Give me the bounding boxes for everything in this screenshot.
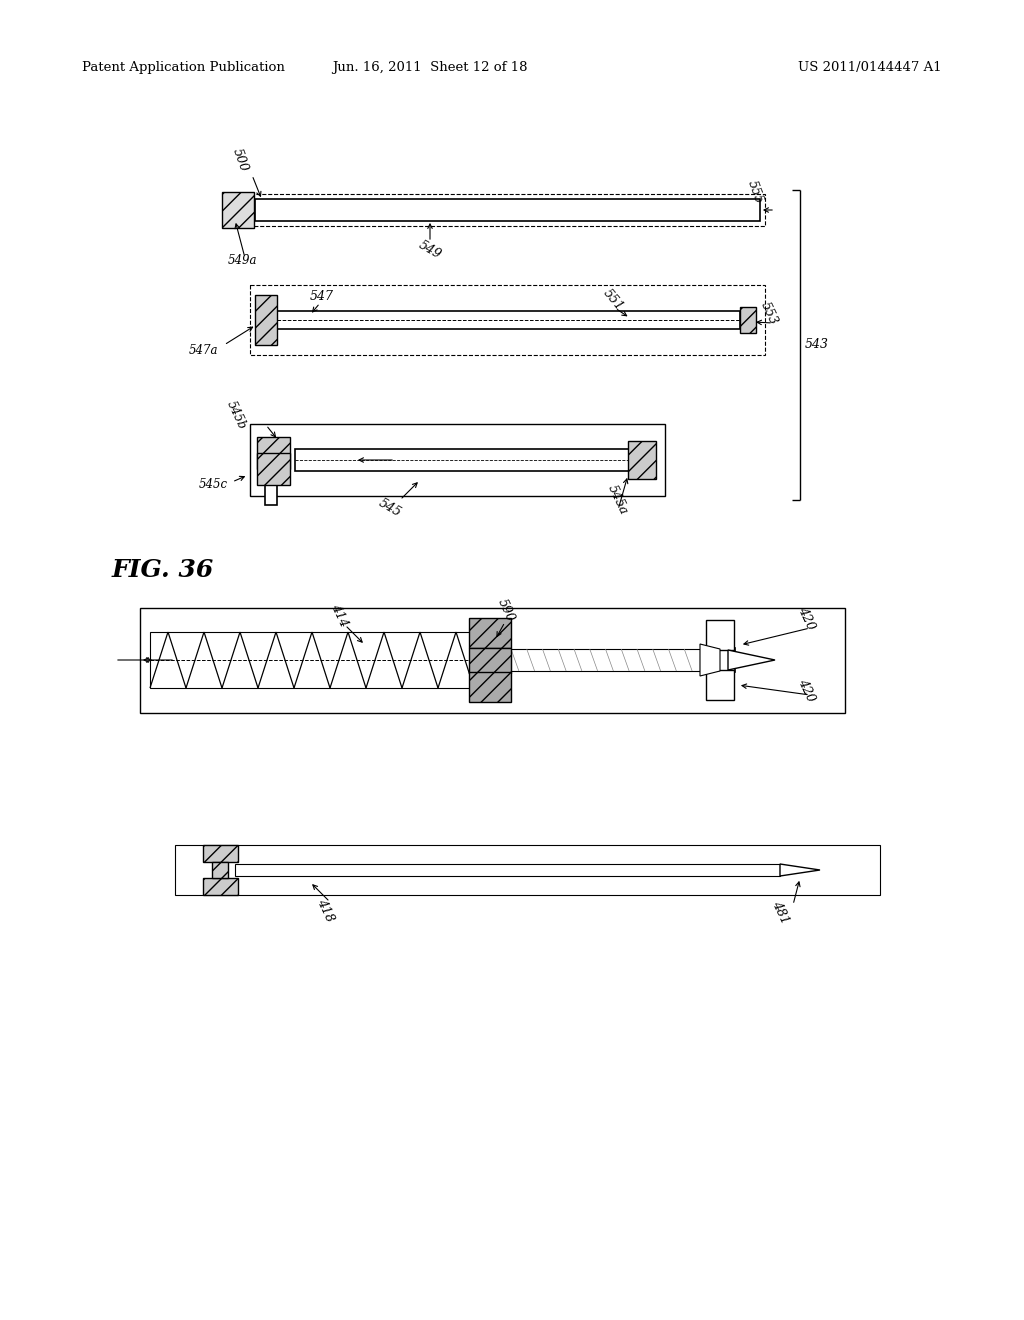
Text: 549: 549: [417, 239, 443, 261]
Text: 500: 500: [229, 147, 250, 173]
Bar: [255, 294, 278, 345]
Text: 545b: 545b: [223, 399, 248, 432]
Text: 547a: 547a: [188, 343, 218, 356]
Bar: [203, 878, 238, 895]
Bar: [295, 449, 630, 471]
Polygon shape: [780, 865, 820, 876]
Bar: [706, 671, 734, 700]
Bar: [469, 648, 511, 673]
Text: US 2011/0144447 A1: US 2011/0144447 A1: [798, 62, 942, 74]
Text: FIG. 36: FIG. 36: [112, 558, 214, 582]
Text: 543: 543: [805, 338, 829, 351]
Text: 414: 414: [328, 602, 350, 628]
Bar: [250, 194, 765, 226]
Bar: [278, 312, 740, 329]
Text: 549a: 549a: [228, 253, 257, 267]
Text: 547: 547: [310, 290, 334, 304]
Text: 555: 555: [744, 178, 765, 206]
Bar: [222, 191, 254, 228]
Text: 481: 481: [769, 899, 791, 925]
Text: 545a: 545a: [605, 483, 630, 517]
Polygon shape: [700, 644, 720, 676]
Text: 420: 420: [795, 676, 817, 704]
Bar: [257, 453, 290, 484]
Text: 553: 553: [758, 300, 780, 326]
Text: 551: 551: [600, 286, 626, 313]
Text: Jun. 16, 2011  Sheet 12 of 18: Jun. 16, 2011 Sheet 12 of 18: [332, 62, 527, 74]
Bar: [203, 845, 238, 862]
Bar: [469, 672, 511, 702]
Bar: [740, 308, 756, 333]
Text: 420: 420: [795, 605, 817, 632]
Bar: [150, 632, 510, 688]
Bar: [140, 609, 845, 713]
Bar: [265, 469, 278, 506]
Bar: [469, 618, 511, 648]
Bar: [175, 845, 880, 895]
Text: 590: 590: [495, 597, 517, 623]
Bar: [250, 424, 665, 496]
Bar: [257, 437, 290, 469]
Text: 545: 545: [377, 496, 403, 520]
Bar: [255, 199, 760, 220]
Text: 418: 418: [314, 896, 336, 924]
Bar: [511, 649, 700, 671]
Bar: [705, 648, 735, 672]
Bar: [212, 862, 228, 878]
Bar: [628, 441, 656, 479]
Bar: [254, 202, 259, 218]
Text: 545c: 545c: [199, 479, 228, 491]
Bar: [234, 865, 780, 876]
Text: Patent Application Publication: Patent Application Publication: [82, 62, 285, 74]
Bar: [706, 620, 734, 649]
Bar: [250, 285, 765, 355]
Polygon shape: [728, 649, 775, 671]
